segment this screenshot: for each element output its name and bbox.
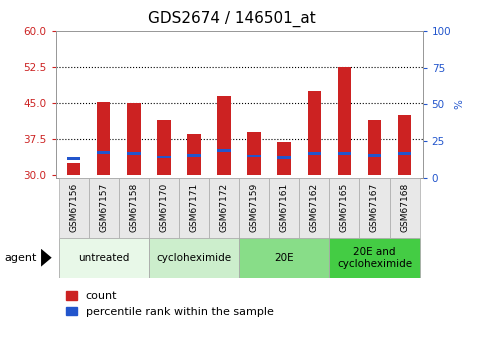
Bar (97, 102, 111, 175)
Text: GSM67156: GSM67156 (69, 183, 78, 232)
Text: GSM67167: GSM67167 (370, 183, 379, 232)
FancyBboxPatch shape (58, 178, 89, 238)
Text: cycloheximide: cycloheximide (156, 253, 231, 263)
Text: GSM67165: GSM67165 (340, 183, 349, 232)
FancyBboxPatch shape (119, 178, 149, 238)
Bar (187, 135, 201, 175)
Bar (97, 151, 111, 154)
FancyBboxPatch shape (89, 178, 119, 238)
Bar (368, 154, 381, 157)
Bar (67, 163, 80, 175)
Bar (217, 149, 231, 152)
Text: GSM67170: GSM67170 (159, 183, 169, 232)
Text: GSM67168: GSM67168 (400, 183, 409, 232)
Bar (247, 132, 261, 175)
FancyBboxPatch shape (299, 178, 329, 238)
Text: GSM67161: GSM67161 (280, 183, 289, 232)
Bar (157, 120, 170, 175)
Text: GSM67172: GSM67172 (220, 183, 228, 231)
FancyBboxPatch shape (269, 178, 299, 238)
Bar (277, 156, 291, 159)
FancyBboxPatch shape (209, 178, 239, 238)
FancyBboxPatch shape (58, 238, 149, 278)
Bar (308, 91, 321, 175)
Text: agent: agent (5, 253, 37, 263)
Bar (277, 141, 291, 175)
FancyBboxPatch shape (149, 238, 239, 278)
Bar (338, 152, 351, 155)
Bar (67, 157, 80, 160)
Legend: count, percentile rank within the sample: count, percentile rank within the sample (61, 287, 278, 322)
FancyBboxPatch shape (239, 238, 329, 278)
Bar (247, 155, 261, 157)
Text: GSM67157: GSM67157 (99, 183, 108, 232)
Text: GSM67158: GSM67158 (129, 183, 138, 232)
Text: untreated: untreated (78, 253, 129, 263)
Bar (368, 120, 381, 175)
Bar (308, 152, 321, 155)
Bar (127, 103, 141, 175)
FancyBboxPatch shape (149, 178, 179, 238)
FancyBboxPatch shape (359, 178, 389, 238)
FancyBboxPatch shape (329, 178, 359, 238)
Bar (187, 154, 201, 157)
FancyBboxPatch shape (389, 178, 420, 238)
Text: GSM67171: GSM67171 (189, 183, 199, 232)
Polygon shape (41, 249, 52, 267)
Text: GDS2674 / 146501_at: GDS2674 / 146501_at (148, 10, 316, 27)
Text: 20E: 20E (274, 253, 294, 263)
Text: GSM67159: GSM67159 (250, 183, 258, 232)
FancyBboxPatch shape (329, 238, 420, 278)
Bar (338, 67, 351, 175)
Y-axis label: %: % (454, 99, 464, 109)
Bar (398, 152, 412, 155)
Text: GSM67162: GSM67162 (310, 183, 319, 231)
Bar (157, 156, 170, 158)
Bar (398, 115, 412, 175)
FancyBboxPatch shape (239, 178, 269, 238)
FancyBboxPatch shape (179, 178, 209, 238)
Text: 20E and
cycloheximide: 20E and cycloheximide (337, 247, 412, 269)
Bar (217, 96, 231, 175)
Bar (127, 152, 141, 155)
